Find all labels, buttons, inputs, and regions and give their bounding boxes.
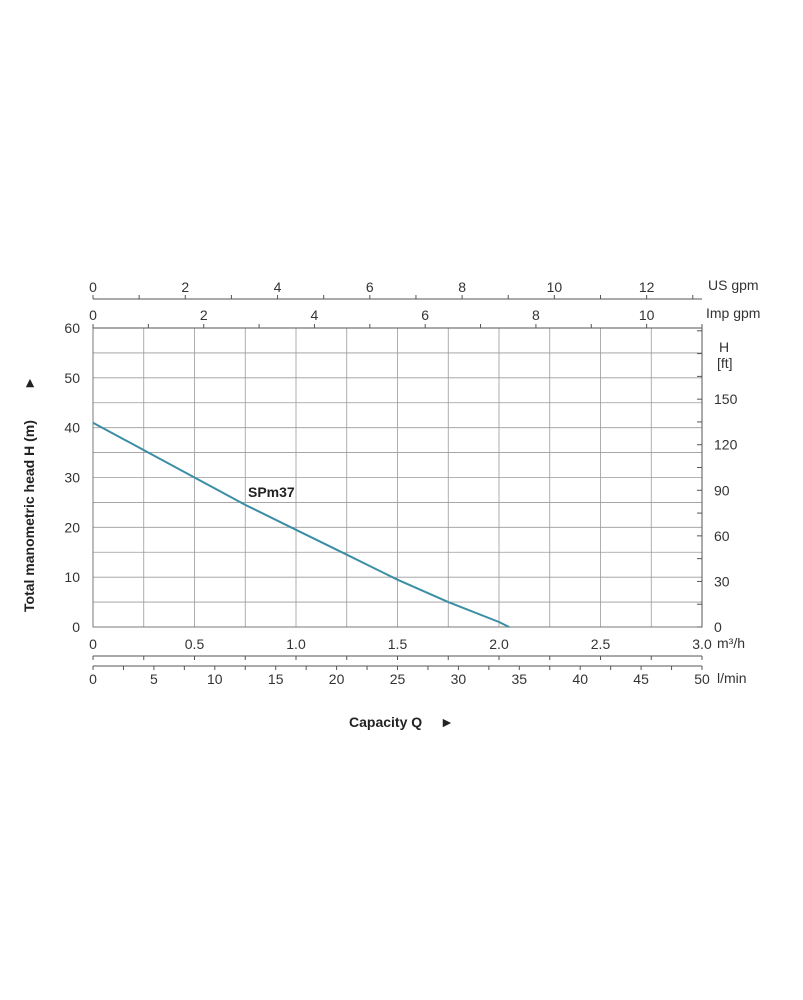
y-ft-tick-label: 60	[714, 528, 730, 544]
y-m-tick-label: 10	[64, 569, 80, 585]
y-m-tick-label: 60	[64, 320, 80, 336]
lmin-tick-label: 35	[512, 671, 528, 687]
y-m-tick-label: 50	[64, 370, 80, 386]
x-axis-unit-lmin: l/min	[717, 670, 747, 686]
lmin-tick-label: 15	[268, 671, 284, 687]
x-axis-unit-m3h: m³/h	[717, 635, 745, 651]
us-gpm-tick-label: 0	[89, 279, 97, 295]
imp-gpm-tick-label: 6	[421, 307, 429, 323]
lmin-tick-label: 5	[150, 671, 158, 687]
y-ft-tick-label: 120	[714, 437, 738, 453]
imp-gpm-tick-label: 8	[532, 307, 540, 323]
y-ft-tick-label: 30	[714, 573, 730, 589]
lmin-tick-label: 40	[572, 671, 588, 687]
lmin-tick-label: 10	[207, 671, 223, 687]
series-label: SPm37	[248, 484, 295, 500]
lmin-tick-label: 25	[390, 671, 406, 687]
imp-gpm-tick-label: 2	[200, 307, 208, 323]
lmin-tick-label: 20	[329, 671, 345, 687]
us-gpm-tick-label: 10	[547, 279, 563, 295]
y-axis-unit-top: H	[719, 339, 729, 355]
us-gpm-tick-label: 6	[366, 279, 374, 295]
imp-gpm-tick-label: 10	[639, 307, 655, 323]
y-axis-title-arrow: ►	[21, 376, 37, 390]
lmin-tick-label: 30	[451, 671, 467, 687]
y-ft-tick-label: 90	[714, 482, 730, 498]
m3h-tick-label: 1.5	[388, 636, 408, 652]
y-m-tick-label: 0	[72, 619, 80, 635]
x-axis-title-arrow: ►	[440, 714, 454, 730]
tick-labels: 0 2 4 6 8 10 120 2 4 6 8 100 0.5 1.0 1.5 2.0 2.5 3.00 5 10 1…	[64, 279, 737, 687]
imp-gpm-tick-label: 0	[89, 307, 97, 323]
m3h-tick-label: 0.5	[185, 636, 205, 652]
series-layer	[92, 421, 510, 628]
lmin-tick-label: 50	[694, 671, 710, 687]
m3h-tick-label: 2.5	[591, 636, 611, 652]
y-ft-tick-label: 0	[714, 619, 722, 635]
m3h-tick-label: 0	[89, 636, 97, 652]
us-gpm-tick-label: 8	[458, 279, 466, 295]
y-axis-title: Total manometric head H (m)	[21, 420, 37, 612]
y-m-tick-label: 20	[64, 519, 80, 535]
x-axis-unit-imp-gpm: Imp gpm	[706, 305, 760, 321]
m3h-tick-label: 2.0	[489, 636, 509, 652]
axes	[92, 295, 703, 670]
m3h-tick-label: 3.0	[692, 636, 712, 652]
us-gpm-tick-label: 12	[639, 279, 655, 295]
series-line-spm37	[92, 421, 510, 628]
lmin-tick-label: 45	[633, 671, 649, 687]
y-m-tick-label: 40	[64, 420, 80, 436]
us-gpm-tick-label: 2	[181, 279, 189, 295]
x-axis-unit-us-gpm: US gpm	[708, 277, 759, 293]
x-axis-title: Capacity Q	[349, 714, 422, 730]
y-m-tick-label: 30	[64, 470, 80, 486]
y-axis-unit-bottom: [ft]	[717, 355, 733, 371]
grid	[92, 327, 703, 628]
lmin-tick-label: 0	[89, 671, 97, 687]
m3h-tick-label: 1.0	[286, 636, 306, 652]
us-gpm-tick-label: 4	[274, 279, 282, 295]
imp-gpm-tick-label: 4	[311, 307, 319, 323]
y-ft-tick-label: 150	[714, 391, 738, 407]
